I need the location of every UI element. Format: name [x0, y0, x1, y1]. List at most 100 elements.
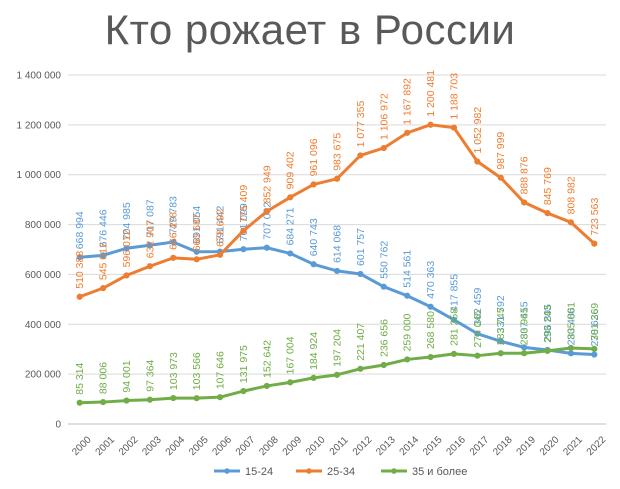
data-label: 775 409 — [238, 185, 250, 223]
data-point — [123, 272, 130, 279]
data-label: 305 001 — [565, 302, 577, 340]
data-label: 307 415 — [519, 301, 531, 339]
data-point — [497, 338, 504, 345]
y-tick-label: 800 000 — [25, 220, 62, 231]
data-point — [521, 350, 528, 357]
data-point — [240, 227, 247, 234]
data-label: 88 006 — [98, 362, 110, 394]
data-label: 131 975 — [238, 345, 250, 383]
data-label: 236 656 — [378, 319, 390, 357]
data-point — [287, 194, 294, 201]
data-label: 717 087 — [144, 199, 156, 237]
data-point — [76, 293, 83, 300]
x-tick-label: 2019 — [515, 434, 539, 458]
data-label: 596 012 — [121, 229, 133, 267]
data-label: 888 876 — [519, 156, 531, 194]
data-point — [427, 303, 434, 310]
data-label: 1 052 982 — [472, 107, 484, 154]
y-tick-label: 400 000 — [25, 320, 62, 331]
legend-marker — [224, 468, 230, 474]
data-point — [521, 199, 528, 206]
data-label: 660 687 — [191, 213, 203, 251]
data-point — [99, 398, 107, 406]
data-point — [193, 256, 200, 263]
data-point — [591, 240, 598, 247]
legend-label: 15-24 — [245, 466, 273, 478]
data-point — [287, 379, 294, 386]
data-label: 167 004 — [285, 336, 297, 374]
data-label: 362 459 — [472, 288, 484, 326]
data-label: 545 012 — [98, 242, 110, 280]
data-label: 704 985 — [121, 202, 133, 240]
data-point — [544, 347, 551, 354]
data-label: 729 783 — [168, 196, 180, 234]
data-point — [263, 382, 270, 390]
data-point — [497, 174, 504, 181]
data-point — [450, 124, 458, 131]
data-label: 1 106 972 — [378, 93, 390, 140]
legend-marker — [391, 468, 397, 474]
data-label: 85 314 — [74, 362, 86, 394]
data-label: 1 200 481 — [425, 70, 437, 117]
x-tick-label: 2003 — [140, 434, 164, 458]
x-tick-label: 2010 — [304, 434, 328, 458]
data-label: 514 561 — [402, 250, 414, 288]
data-point — [146, 242, 153, 249]
data-point — [310, 374, 317, 382]
data-label: 961 096 — [308, 138, 320, 176]
data-point — [146, 396, 153, 403]
data-point — [450, 316, 458, 323]
data-point — [170, 254, 177, 261]
data-label: 987 999 — [495, 132, 507, 170]
data-label: 723 563 — [589, 198, 601, 236]
data-point — [474, 330, 481, 337]
data-label: 666 478 — [168, 212, 180, 250]
x-tick-label: 2002 — [117, 434, 141, 458]
data-point — [123, 245, 130, 252]
data-label: 1 077 355 — [355, 101, 367, 148]
data-label: 283 745 — [495, 307, 507, 345]
y-tick-label: 1 000 000 — [17, 170, 62, 181]
data-label: 691 054 — [191, 206, 203, 244]
data-point — [357, 270, 364, 278]
x-tick-label: 2000 — [70, 434, 94, 458]
data-point — [310, 181, 317, 188]
data-label: 221 407 — [355, 323, 367, 361]
data-point — [193, 248, 200, 255]
data-label: 470 363 — [425, 261, 437, 299]
y-tick-label: 0 — [55, 420, 61, 431]
x-tick-label: 2020 — [538, 434, 562, 458]
data-point — [146, 263, 153, 270]
data-point — [240, 246, 247, 253]
data-label: 678 692 — [215, 209, 227, 247]
data-label: 94 001 — [121, 360, 133, 392]
x-tick-label: 2022 — [585, 434, 609, 458]
data-point — [193, 395, 200, 402]
data-point — [404, 129, 411, 136]
data-point — [427, 353, 434, 361]
x-tick-label: 2015 — [421, 434, 445, 458]
x-tick-label: 2007 — [234, 434, 258, 458]
data-label: 278 636 — [589, 308, 601, 346]
data-point — [380, 361, 387, 369]
data-point — [591, 351, 598, 358]
data-point — [216, 394, 224, 401]
x-tick-label: 2001 — [94, 434, 118, 458]
legend-label: 35 и более — [412, 466, 467, 478]
x-tick-label: 2016 — [444, 434, 468, 458]
data-label: 184 924 — [308, 332, 320, 370]
data-label: 103 566 — [191, 352, 203, 390]
data-label: 296 895 — [542, 304, 554, 342]
data-point — [333, 175, 341, 182]
data-point — [170, 238, 177, 246]
data-label: 97 364 — [144, 359, 156, 391]
y-tick-label: 1 200 000 — [17, 120, 62, 131]
data-point — [99, 285, 107, 292]
data-point — [404, 292, 411, 299]
data-label: 909 402 — [285, 151, 297, 189]
data-label: 417 855 — [448, 274, 460, 312]
data-point — [544, 210, 551, 217]
data-label: 691 442 — [215, 206, 227, 244]
data-label: 852 949 — [261, 165, 273, 203]
